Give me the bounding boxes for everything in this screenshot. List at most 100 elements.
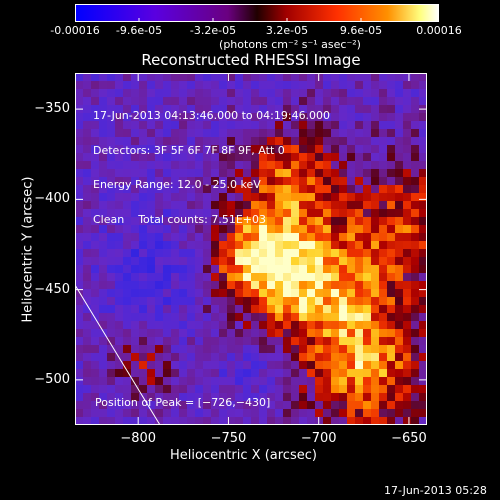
heatmap-cell: [171, 329, 180, 338]
heatmap-cell: [299, 329, 308, 338]
heatmap-cell: [307, 193, 316, 202]
heatmap-cell: [339, 81, 348, 90]
heatmap-cell: [115, 113, 124, 122]
heatmap-cell: [139, 113, 148, 122]
x-axis-label: Heliocentric X (arcsec): [170, 448, 317, 463]
info-line-time: 17-Jun-2013 04:13:46.000 to 04:19:46.000: [93, 109, 331, 122]
heatmap-cell: [411, 121, 420, 130]
heatmap-cell: [251, 313, 260, 322]
heatmap-cell: [339, 297, 348, 306]
heatmap-cell: [379, 81, 388, 90]
heatmap-cell: [251, 169, 260, 178]
heatmap-cell: [139, 201, 148, 210]
heatmap-cell: [131, 153, 140, 162]
heatmap-cell: [123, 273, 132, 282]
heatmap-cell: [171, 217, 180, 226]
heatmap-cell: [387, 289, 396, 298]
heatmap-cell: [243, 169, 252, 178]
heatmap-cell: [195, 249, 204, 258]
heatmap-cell: [203, 329, 212, 338]
heatmap-cell: [155, 89, 164, 98]
heatmap-cell: [243, 97, 252, 106]
heatmap-cell: [347, 169, 356, 178]
heatmap-cell: [275, 225, 284, 234]
heatmap-cell: [91, 81, 100, 90]
heatmap-cell: [339, 129, 348, 138]
heatmap-cell: [139, 313, 148, 322]
heatmap-cell: [99, 145, 108, 154]
heatmap-cell: [355, 201, 364, 210]
heatmap-cell: [203, 97, 212, 106]
heatmap-cell: [211, 345, 220, 354]
heatmap-cell: [83, 177, 92, 186]
heatmap-cell: [339, 121, 348, 130]
heatmap-cell: [307, 137, 316, 146]
heatmap-cell: [283, 369, 292, 378]
heatmap-cell: [187, 353, 196, 362]
heatmap-cell: [299, 201, 308, 210]
heatmap-cell: [155, 105, 164, 114]
heatmap-cell: [99, 233, 108, 242]
heatmap-cell: [315, 385, 324, 394]
heatmap-cell: [411, 73, 420, 82]
heatmap-cell: [363, 81, 372, 90]
heatmap-cell: [235, 313, 244, 322]
heatmap-cell: [91, 265, 100, 274]
heatmap-cell: [283, 201, 292, 210]
heatmap-cell: [123, 353, 132, 362]
heatmap-cell: [163, 321, 172, 330]
heatmap-cell: [363, 257, 372, 266]
heatmap-cell: [355, 273, 364, 282]
heatmap-cell: [315, 129, 324, 138]
heatmap-cell: [387, 121, 396, 130]
heatmap-cell: [251, 417, 260, 425]
heatmap-cell: [363, 209, 372, 218]
heatmap-cell: [235, 393, 244, 402]
heatmap-cell: [235, 385, 244, 394]
heatmap-cell: [123, 185, 132, 194]
heatmap-cell: [315, 81, 324, 90]
heatmap-cell: [371, 89, 380, 98]
heatmap-cell: [139, 297, 148, 306]
heatmap-cell: [299, 289, 308, 298]
heatmap-cell: [363, 113, 372, 122]
heatmap-cell: [419, 201, 427, 210]
heatmap-cell: [291, 89, 300, 98]
heatmap-cell: [211, 401, 220, 410]
heatmap-cell: [331, 409, 340, 418]
heatmap-cell: [403, 393, 412, 402]
heatmap-cell: [331, 241, 340, 250]
heatmap-cell: [155, 265, 164, 274]
heatmap-cell: [379, 153, 388, 162]
heatmap-cell: [387, 353, 396, 362]
heatmap-cell: [259, 113, 268, 122]
heatmap-cell: [347, 273, 356, 282]
heatmap-cell: [419, 209, 427, 218]
heatmap-cell: [227, 353, 236, 362]
heatmap-cell: [251, 217, 260, 226]
heatmap-cell: [91, 225, 100, 234]
heatmap-cell: [371, 145, 380, 154]
heatmap-cell: [267, 225, 276, 234]
heatmap-cell: [91, 329, 100, 338]
heatmap-cell: [115, 265, 124, 274]
heatmap-cell: [363, 97, 372, 106]
heatmap-cell: [299, 369, 308, 378]
heatmap-cell: [323, 113, 332, 122]
heatmap-cell: [371, 185, 380, 194]
heatmap-cell: [179, 121, 188, 130]
heatmap-cell: [139, 137, 148, 146]
heatmap-cell: [91, 313, 100, 322]
heatmap-cell: [171, 297, 180, 306]
heatmap-cell: [83, 337, 92, 346]
heatmap-cell: [99, 393, 108, 402]
heatmap-cell: [123, 209, 132, 218]
heatmap-cell: [171, 105, 180, 114]
heatmap-cell: [323, 329, 332, 338]
heatmap-cell: [235, 137, 244, 146]
heatmap-cell: [363, 353, 372, 362]
heatmap-cell: [211, 265, 220, 274]
heatmap-cell: [283, 129, 292, 138]
heatmap-cell: [235, 401, 244, 410]
heatmap-cell: [235, 417, 244, 425]
